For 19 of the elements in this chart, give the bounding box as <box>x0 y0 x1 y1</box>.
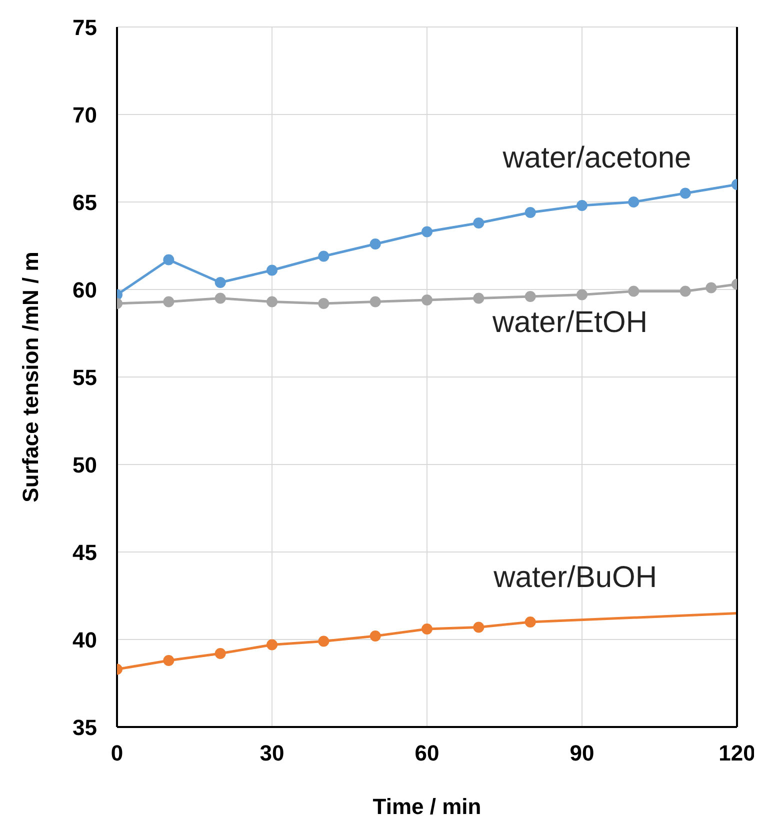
x-axis-title: Time / min <box>372 794 482 819</box>
x-tick-label: 120 <box>718 740 756 766</box>
y-tick-label: 35 <box>72 714 97 740</box>
y-axis-title: Surface tension /mN / m <box>18 252 43 502</box>
series-label: water/EtOH <box>491 306 648 340</box>
y-tick-label: 50 <box>72 452 97 478</box>
series-label: water/BuOH <box>492 560 658 594</box>
x-tick-label: 60 <box>414 740 440 766</box>
y-tick-label: 40 <box>72 627 97 652</box>
y-tick-label: 45 <box>72 540 97 565</box>
y-tick-label: 75 <box>72 14 97 40</box>
y-tick-label: 55 <box>72 364 97 390</box>
series-label: water/acetone <box>502 141 692 174</box>
y-tick-label: 70 <box>72 102 97 128</box>
x-tick-label: 90 <box>570 740 594 766</box>
x-tick-label: 0 <box>110 740 124 766</box>
x-tick-label: 30 <box>260 740 284 766</box>
y-tick-label: 60 <box>72 277 97 302</box>
y-tick-label: 65 <box>72 190 97 215</box>
